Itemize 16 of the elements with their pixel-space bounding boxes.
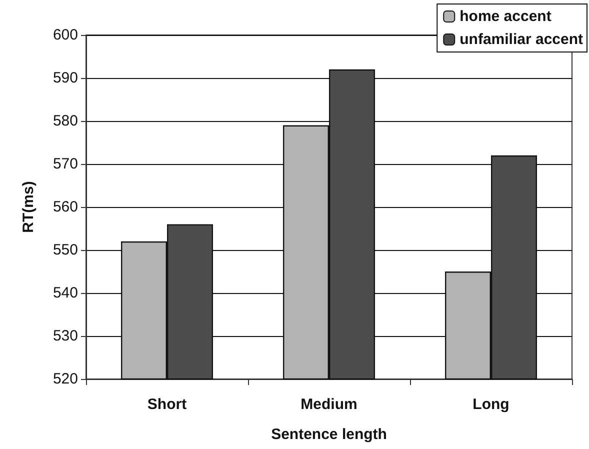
y-tick-label: 590 [52, 70, 78, 86]
y-tick-label: 540 [52, 284, 78, 302]
x-axis-title: Sentence length [271, 426, 387, 443]
y-axis-title: RT(ms) [20, 181, 37, 233]
y-tick-label: 570 [52, 156, 78, 172]
x-tick-label: Short [147, 396, 187, 413]
x-tick-label: Long [472, 396, 510, 413]
y-tick-label: 560 [52, 198, 78, 216]
legend-label: unfamiliar accent [460, 31, 584, 48]
x-tick-label: Medium [300, 396, 358, 413]
legend-label: home accent [460, 8, 552, 25]
y-tick-label: 530 [52, 328, 78, 344]
y-tick-label: 550 [52, 242, 78, 258]
y-tick-label: 580 [52, 112, 78, 130]
y-tick-label: 600 [52, 26, 78, 44]
y-tick-label: 520 [52, 370, 78, 388]
